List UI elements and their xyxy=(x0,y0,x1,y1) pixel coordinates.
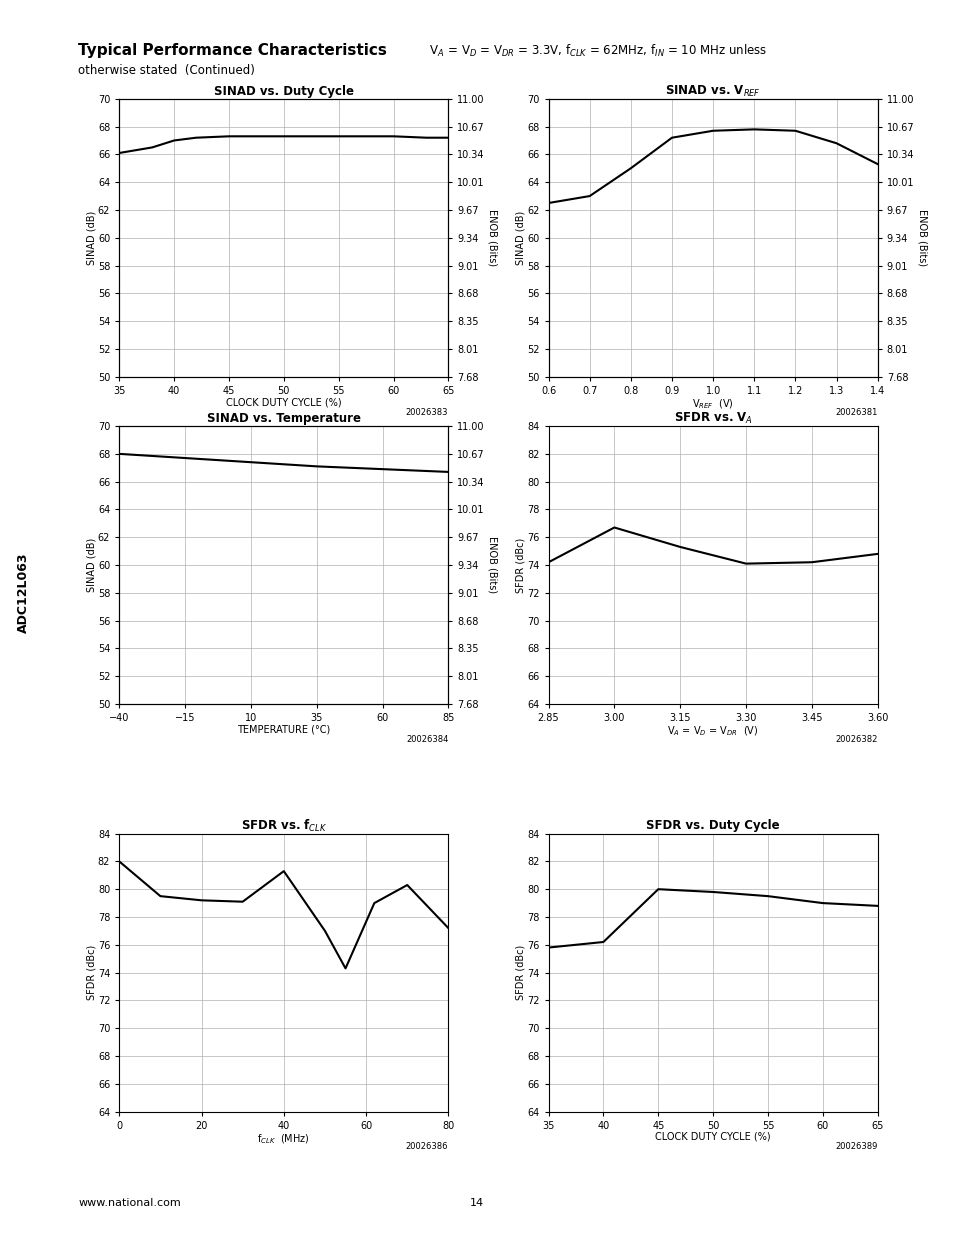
Y-axis label: SINAD (dB): SINAD (dB) xyxy=(86,211,96,264)
X-axis label: TEMPERATURE (°C): TEMPERATURE (°C) xyxy=(237,725,330,735)
Text: 20026386: 20026386 xyxy=(405,1142,448,1151)
Y-axis label: SFDR (dBc): SFDR (dBc) xyxy=(515,537,525,593)
X-axis label: CLOCK DUTY CYCLE (%): CLOCK DUTY CYCLE (%) xyxy=(655,1132,770,1142)
Y-axis label: ENOB (Bits): ENOB (Bits) xyxy=(487,536,497,594)
Text: 20026382: 20026382 xyxy=(835,735,877,743)
Title: SFDR vs. Duty Cycle: SFDR vs. Duty Cycle xyxy=(645,820,780,832)
Title: SINAD vs. Temperature: SINAD vs. Temperature xyxy=(207,412,360,425)
Title: SFDR vs. V$_A$: SFDR vs. V$_A$ xyxy=(673,411,752,426)
Text: 20026384: 20026384 xyxy=(406,735,448,743)
X-axis label: CLOCK DUTY CYCLE (%): CLOCK DUTY CYCLE (%) xyxy=(226,398,341,408)
Text: otherwise stated  (Continued): otherwise stated (Continued) xyxy=(78,64,254,78)
Text: V$_A$ = V$_D$ = V$_{DR}$ = 3.3V, f$_{CLK}$ = 62MHz, f$_{IN}$ = 10 MHz unless: V$_A$ = V$_D$ = V$_{DR}$ = 3.3V, f$_{CLK… xyxy=(426,43,767,59)
Y-axis label: ENOB (Bits): ENOB (Bits) xyxy=(916,209,926,267)
Text: www.national.com: www.national.com xyxy=(78,1198,181,1208)
Title: SINAD vs. V$_{REF}$: SINAD vs. V$_{REF}$ xyxy=(664,84,760,99)
Text: 20026383: 20026383 xyxy=(405,408,448,416)
X-axis label: V$_A$ = V$_D$ = V$_{DR}$  (V): V$_A$ = V$_D$ = V$_{DR}$ (V) xyxy=(667,725,758,739)
X-axis label: V$_{REF}$  (V): V$_{REF}$ (V) xyxy=(692,398,733,411)
Y-axis label: SFDR (dBc): SFDR (dBc) xyxy=(515,945,525,1000)
Text: Typical Performance Characteristics: Typical Performance Characteristics xyxy=(78,43,387,58)
X-axis label: f$_{CLK}$  (MHz): f$_{CLK}$ (MHz) xyxy=(257,1132,310,1146)
Y-axis label: SINAD (dB): SINAD (dB) xyxy=(515,211,525,264)
Y-axis label: SINAD (dB): SINAD (dB) xyxy=(86,538,96,592)
Text: 20026389: 20026389 xyxy=(835,1142,877,1151)
Text: ADC12L063: ADC12L063 xyxy=(17,552,30,634)
Y-axis label: ENOB (Bits): ENOB (Bits) xyxy=(487,209,497,267)
Y-axis label: SFDR (dBc): SFDR (dBc) xyxy=(86,945,96,1000)
Text: 14: 14 xyxy=(470,1198,483,1208)
Title: SINAD vs. Duty Cycle: SINAD vs. Duty Cycle xyxy=(213,85,354,98)
Title: SFDR vs. f$_{CLK}$: SFDR vs. f$_{CLK}$ xyxy=(240,818,327,834)
Text: 20026381: 20026381 xyxy=(835,408,877,416)
